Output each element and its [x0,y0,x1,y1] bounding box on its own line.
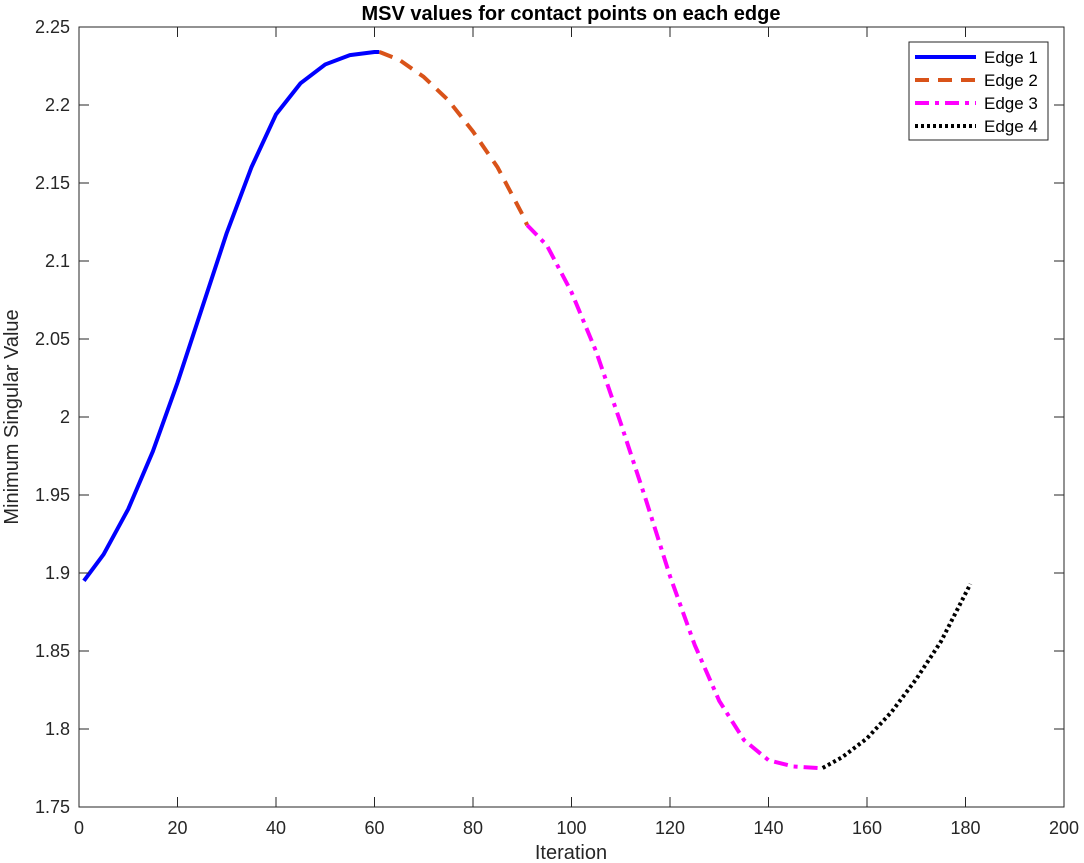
y-tick-label: 1.9 [45,563,70,583]
legend-label-edge-4: Edge 4 [984,117,1038,136]
y-tick-label: 1.95 [35,485,70,505]
x-tick-label: 20 [167,818,187,838]
x-tick-label: 0 [74,818,84,838]
x-tick-label: 160 [852,818,882,838]
legend-label-edge-2: Edge 2 [984,71,1038,90]
x-tick-label: 60 [364,818,384,838]
x-axis-label: Iteration [535,842,607,863]
y-tick-label: 1.75 [35,797,70,817]
x-tick-label: 100 [556,818,586,838]
series-line-edge-2 [378,50,529,226]
x-tick-label: 80 [463,818,483,838]
y-tick-label: 2.25 [35,17,70,37]
y-axis-label: Minimum Singular Value [1,309,23,524]
y-tick-label: 1.8 [45,719,70,739]
y-tick-label: 2.15 [35,173,70,193]
y-tick-label: 2.1 [45,251,70,271]
x-tick-label: 180 [950,818,980,838]
plot-area [79,27,1064,807]
chart-title: MSV values for contact points on each ed… [362,3,781,25]
series-layer [82,49,973,770]
x-tick-label: 120 [655,818,685,838]
y-tick-label: 2 [60,407,70,427]
y-tick-label: 2.2 [45,95,70,115]
legend: Edge 1 Edge 2 Edge 3 Edge 4 [908,41,1049,141]
series-line-edge-1 [82,49,380,582]
series-line-edge-3 [525,223,823,770]
legend-label-edge-1: Edge 1 [984,48,1038,67]
x-tick-label: 140 [753,818,783,838]
x-tick-label: 40 [266,818,286,838]
series-line-edge-4 [821,583,973,770]
tick-layer: 0 20 40 60 80 100 120 140 160 180 200 1.75 1.8 1.85 1.… [35,17,1079,838]
legend-label-edge-3: Edge 3 [984,94,1038,113]
y-tick-label: 1.85 [35,641,70,661]
x-tick-label: 200 [1049,818,1079,838]
y-tick-label: 2.05 [35,329,70,349]
